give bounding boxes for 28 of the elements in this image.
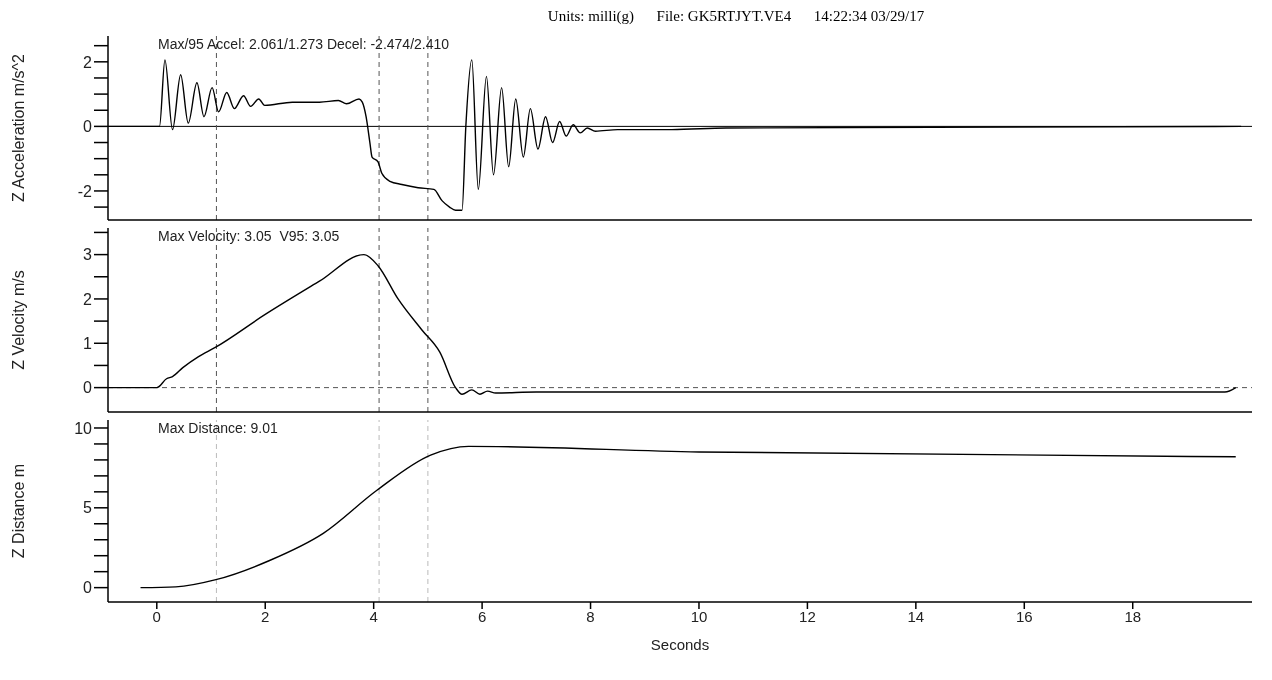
x-tick-label: 6 bbox=[477, 607, 487, 625]
y-tick-label: 0 bbox=[83, 579, 93, 597]
y-tick-label: -2 bbox=[77, 182, 93, 200]
x-tick-label: 18 bbox=[1124, 607, 1142, 625]
x-axis-title: Seconds bbox=[650, 636, 710, 653]
y-tick-label: 2 bbox=[83, 290, 93, 308]
y-tick-label: 3 bbox=[83, 246, 93, 264]
annotation: Max Velocity: 3.05 V95: 3.05 bbox=[158, 228, 340, 244]
x-tick-label: 2 bbox=[261, 607, 270, 625]
chart-title: Units: milli(g) File: GK5RTJYT.VE4 14:22:34 03/29/17 bbox=[546, 8, 926, 26]
y-tick-label: 10 bbox=[74, 419, 93, 437]
y-axis-title: Z Velocity m/s bbox=[9, 270, 27, 370]
annotation: Max Distance: 9.01 bbox=[158, 420, 278, 436]
x-tick-label: 12 bbox=[799, 607, 816, 625]
x-tick-label: 8 bbox=[586, 607, 595, 625]
y-tick-label: 1 bbox=[83, 334, 93, 352]
y-axis-title: Z Acceleration m/s^2 bbox=[9, 53, 27, 203]
y-axis-title: Z Distance m bbox=[9, 463, 27, 559]
y-tick-label: 5 bbox=[83, 499, 93, 517]
y-tick-label: 0 bbox=[83, 118, 93, 136]
annotation: Max/95 Accel: 2.061/1.273 Decel: -2.474/2.410 bbox=[158, 36, 450, 52]
x-tick-label: 0 bbox=[152, 607, 161, 625]
x-tick-label: 4 bbox=[369, 607, 378, 625]
y-tick-label: 0 bbox=[83, 379, 93, 397]
x-tick-label: 10 bbox=[690, 607, 708, 625]
x-tick-label: 14 bbox=[907, 607, 925, 625]
y-tick-label: 2 bbox=[83, 53, 93, 71]
x-tick-label: 16 bbox=[1015, 607, 1033, 625]
